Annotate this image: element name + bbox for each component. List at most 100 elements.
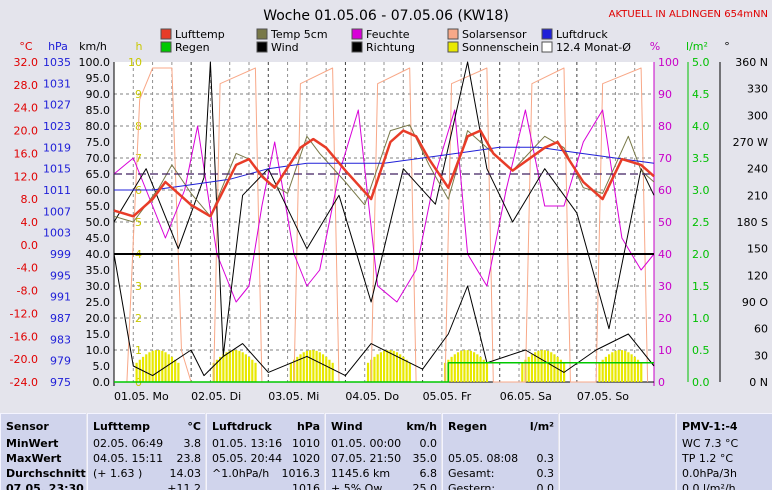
legend-label-luftdruck: Luftdruck bbox=[556, 28, 608, 41]
stats-cell-label: ^1.0hPa/h bbox=[212, 467, 270, 480]
sun-bar bbox=[640, 362, 643, 382]
sun-bar bbox=[141, 356, 145, 382]
stats-cell-label: 0.0 l/m²/h bbox=[682, 482, 736, 490]
stats-row: 0.0hPa/3h bbox=[682, 467, 768, 482]
axis-rain-tick: 3.5 bbox=[692, 152, 710, 165]
sun-bar bbox=[328, 359, 331, 382]
axis-rain-tick: 3.0 bbox=[692, 184, 710, 197]
axis-temp-tick: -24.0 bbox=[10, 376, 38, 389]
axis-wind-tick: 80.0 bbox=[86, 120, 111, 133]
axis-temp-tick: 24.0 bbox=[14, 102, 39, 115]
axis-pressure-tick: 1011 bbox=[43, 184, 71, 197]
stats-cell-label: (+ 1.63 ) bbox=[93, 467, 143, 480]
sun-bar bbox=[244, 354, 247, 382]
stats-col-lufttemp: Lufttemp °C 02.05. 06:49 3.8 04.05. 15:11 23.… bbox=[87, 413, 205, 490]
stats-cell-label: 02.05. 06:49 bbox=[93, 437, 164, 450]
sun-bar bbox=[145, 354, 148, 382]
stats-header-unit: °C bbox=[187, 420, 201, 433]
sun-bar bbox=[325, 356, 328, 382]
stats-cell-label: TP 1.2 °C bbox=[682, 452, 734, 465]
stats-cell-label: 05.05. 08:08 bbox=[448, 452, 519, 465]
stats-header bbox=[565, 420, 671, 435]
stats-cell-value: 1016 bbox=[292, 482, 320, 490]
legend-label-temp5cm: Temp 5cm bbox=[270, 28, 328, 41]
axis-rain-tick: 0.5 bbox=[692, 344, 710, 357]
stats-row bbox=[565, 452, 671, 467]
axis-pressure-tick: 995 bbox=[50, 269, 71, 282]
sun-bar bbox=[174, 359, 177, 382]
sun-bar bbox=[312, 350, 315, 382]
stats-cell-value: 6.8 bbox=[419, 467, 438, 480]
axis-pressure-tick: 979 bbox=[50, 355, 71, 368]
stats-cell-label: MinWert bbox=[6, 437, 59, 450]
axis-wind-tick: 95.0 bbox=[86, 72, 111, 85]
axis-pressure-tick: 1035 bbox=[43, 56, 71, 69]
axis-wind-tick: 85.0 bbox=[86, 104, 111, 117]
sun-bar bbox=[620, 350, 624, 382]
stats-cell-value: 3.8 bbox=[183, 437, 202, 450]
stats-col-regen: Regen l/m² 05.05. 08:08 0.3 Gesamt: 0.3 Gester… bbox=[442, 413, 558, 490]
axis-temp-tick: 20.0 bbox=[14, 125, 39, 138]
series-lufttemp bbox=[113, 129, 655, 218]
axis-humidity-tick: 10 bbox=[658, 344, 672, 357]
axis-wind-tick: 5.0 bbox=[93, 360, 111, 373]
sun-bar bbox=[624, 350, 627, 382]
sun-bar bbox=[305, 350, 309, 382]
sun-bar bbox=[161, 350, 164, 382]
axis-temp-tick: 8.0 bbox=[21, 193, 39, 206]
axis-wind-tick: 45.0 bbox=[86, 232, 111, 245]
axis-pressure-tick: 1031 bbox=[43, 77, 71, 90]
stats-cell-value: 23.8 bbox=[176, 452, 202, 465]
stats-row: 05.05. 20:44 1020 bbox=[212, 452, 320, 467]
sun-bar bbox=[366, 362, 370, 382]
stats-row: 1016 bbox=[212, 482, 320, 490]
stats-col-wind: Wind km/h 01.05. 00:00 0.0 07.05. 21:50 35.0 1… bbox=[325, 413, 441, 490]
axis-direction-tick: 240 bbox=[747, 163, 768, 176]
axis-direction-tick: 180 S bbox=[737, 216, 768, 229]
stats-header: PMV-1:-4 bbox=[682, 420, 768, 435]
sun-bar bbox=[254, 362, 257, 382]
sun-bar bbox=[611, 352, 614, 382]
axis-unit-6: ° bbox=[724, 40, 730, 53]
stats-header: Regen l/m² bbox=[448, 420, 554, 435]
chart-subtitle: AKTUELL IN ALDINGEN 654mNN bbox=[609, 9, 768, 20]
stats-header-label: Sensor bbox=[6, 420, 49, 433]
axis-wind-tick: 55.0 bbox=[86, 200, 111, 213]
sun-bar bbox=[376, 354, 379, 382]
chart-title: Woche 01.05.06 - 07.05.06 (KW18) bbox=[263, 8, 509, 24]
axis-humidity-tick: 30 bbox=[658, 280, 672, 293]
stats-row: Durchschnitt bbox=[6, 467, 86, 482]
sun-bar bbox=[373, 356, 376, 382]
sun-bar bbox=[473, 352, 476, 382]
stats-cell-value: 1020 bbox=[292, 452, 320, 465]
stats-cell-label: 07.05. 23:30 bbox=[6, 482, 84, 490]
sun-bar bbox=[627, 352, 630, 382]
sun-bar bbox=[222, 354, 225, 382]
axis-humidity-tick: 50 bbox=[658, 216, 672, 229]
legend-swatch-solarsensor bbox=[447, 28, 459, 40]
axis-humidity-tick: 60 bbox=[658, 184, 672, 197]
axis-wind-tick: 40.0 bbox=[86, 248, 111, 261]
axis-rain-tick: 4.0 bbox=[692, 120, 710, 133]
axis-sun-tick: 5 bbox=[135, 216, 142, 229]
sun-bar bbox=[231, 350, 235, 382]
stats-row: Gestern: 0.0 bbox=[448, 482, 554, 490]
axis-temp-tick: -4.0 bbox=[17, 262, 38, 275]
axis-rain-tick: 2.0 bbox=[692, 248, 710, 261]
stats-cell-label: 0.0hPa/3h bbox=[682, 467, 738, 480]
series-feuchte bbox=[113, 109, 655, 303]
axis-direction-tick: 120 bbox=[747, 269, 768, 282]
axis-direction-tick: 90 O bbox=[742, 296, 768, 309]
axis-pressure-tick: 999 bbox=[50, 248, 71, 261]
axis-humidity-tick: 100 bbox=[658, 56, 679, 69]
axis-temp-tick: -8.0 bbox=[17, 285, 38, 298]
sun-bar bbox=[215, 359, 219, 382]
sun-bar bbox=[636, 359, 640, 382]
sun-bar bbox=[251, 359, 254, 382]
series-wind bbox=[113, 253, 655, 377]
axis-unit-4: % bbox=[650, 40, 660, 53]
stats-row: ^1.0hPa/h 1016.3 bbox=[212, 467, 320, 482]
stats-row: 02.05. 06:49 3.8 bbox=[93, 437, 201, 452]
stats-cell-label: 07.05. 21:50 bbox=[331, 452, 402, 465]
